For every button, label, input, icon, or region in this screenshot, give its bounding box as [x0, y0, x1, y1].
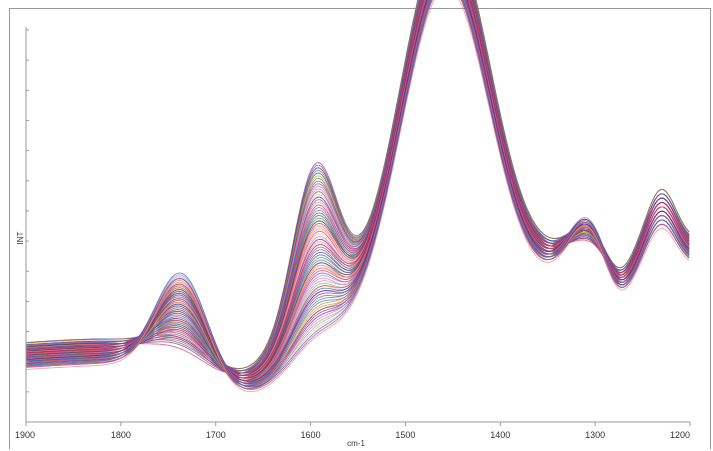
spectrum-line	[25, 0, 690, 377]
x-tick-label: 1700	[206, 430, 226, 440]
spectrum-line	[25, 0, 690, 384]
spectrum-line	[25, 0, 690, 379]
spectrum-line	[25, 0, 690, 372]
spectrum-line	[25, 0, 690, 379]
spectrum-line	[25, 0, 690, 384]
spectrum-line	[25, 0, 690, 382]
spectrum-line	[25, 0, 690, 376]
spectrum-line	[25, 0, 690, 374]
spectrum-line	[25, 0, 690, 384]
spectrum-line	[25, 0, 690, 376]
spectrum-line	[25, 0, 690, 387]
spectrum-line	[25, 0, 690, 372]
spectrum-line	[25, 0, 690, 374]
spectrum-line	[25, 0, 690, 387]
spectrum-line	[25, 0, 690, 369]
spectrum-line	[25, 0, 690, 379]
series-layer	[25, 0, 690, 393]
spectrum-line	[25, 0, 690, 382]
spectrum-line	[25, 0, 690, 369]
spectrum-line	[25, 0, 690, 381]
spectrum-line	[25, 0, 690, 388]
spectrum-line	[25, 0, 690, 387]
spectrum-line	[25, 0, 690, 385]
spectrum-line	[25, 0, 690, 390]
spectrum-line	[25, 0, 690, 390]
y-axis-label: INT	[16, 231, 25, 244]
spectrum-line	[25, 0, 690, 382]
spectrum-line	[25, 0, 690, 387]
spectrum-line	[25, 0, 690, 385]
x-tick-label: 1500	[395, 430, 415, 440]
spectrum-line	[25, 0, 690, 372]
spectrum-line	[25, 0, 690, 377]
spectrum-line	[25, 0, 690, 374]
spectrum-line	[25, 0, 690, 376]
spectrum-line	[25, 0, 690, 388]
x-tick-label: 1900	[15, 430, 35, 440]
spectrum-line	[25, 0, 690, 379]
x-tick-label: 1800	[111, 430, 131, 440]
spectrum-line	[25, 0, 690, 381]
spectrum-line	[25, 0, 690, 387]
spectrum-line	[25, 0, 690, 374]
spectrum-line	[25, 0, 690, 374]
x-tick-label: 1300	[585, 430, 605, 440]
spectrum-line	[25, 0, 690, 374]
spectrum-line	[25, 0, 690, 375]
spectrum-line	[25, 0, 690, 372]
spectrum-line	[25, 0, 690, 393]
spectrum-line	[25, 0, 690, 376]
spectrum-line	[25, 0, 690, 376]
spectrum-line	[25, 0, 690, 379]
spectrum-line	[25, 0, 690, 381]
axes-layer: 1900 1800 1700 1600 1500 1400 1300 1200	[15, 27, 691, 440]
spectrum-line	[25, 0, 690, 372]
spectrum-line	[25, 0, 690, 381]
spectrum-line	[25, 0, 690, 384]
spectrum-line	[25, 0, 690, 376]
spectrum-line	[25, 0, 690, 382]
spectrum-line	[25, 0, 690, 388]
spectrum-line	[25, 0, 690, 376]
x-axis-label: cm-1	[347, 439, 365, 448]
spectrum-line	[25, 0, 690, 376]
spectrum-line	[25, 0, 690, 370]
x-tick-label: 1600	[301, 430, 321, 440]
spectrum-line	[25, 0, 690, 379]
spectrum-line	[25, 0, 690, 372]
spectrum-line	[25, 0, 690, 374]
spectrum-line	[25, 0, 690, 374]
spectrum-line	[25, 0, 690, 385]
spectrum-line	[25, 0, 690, 390]
spectrum-line	[25, 0, 690, 381]
spectrum-line	[25, 0, 690, 379]
spectrum-line	[25, 0, 690, 384]
spectrum-line	[25, 0, 690, 376]
spectrum-line	[25, 0, 690, 389]
spectrum-line	[25, 0, 690, 382]
spectrum-line	[25, 0, 690, 390]
spectrum-line	[25, 0, 690, 374]
spectrum-line	[25, 0, 690, 382]
spectrum-line	[25, 0, 690, 379]
spectrum-line	[25, 0, 690, 379]
spectrum-line	[25, 0, 690, 374]
spectrum-line	[25, 0, 690, 385]
spectrum-line	[25, 0, 690, 384]
spectrum-line	[25, 0, 690, 379]
spectrum-line	[25, 0, 690, 372]
x-tick-label: 1400	[490, 430, 510, 440]
spectrum-line	[25, 0, 690, 387]
plot-frame	[9, 8, 711, 449]
x-tick-label: 1200	[670, 430, 690, 440]
spectrum-line	[25, 0, 690, 385]
spectrum-line	[25, 0, 690, 379]
